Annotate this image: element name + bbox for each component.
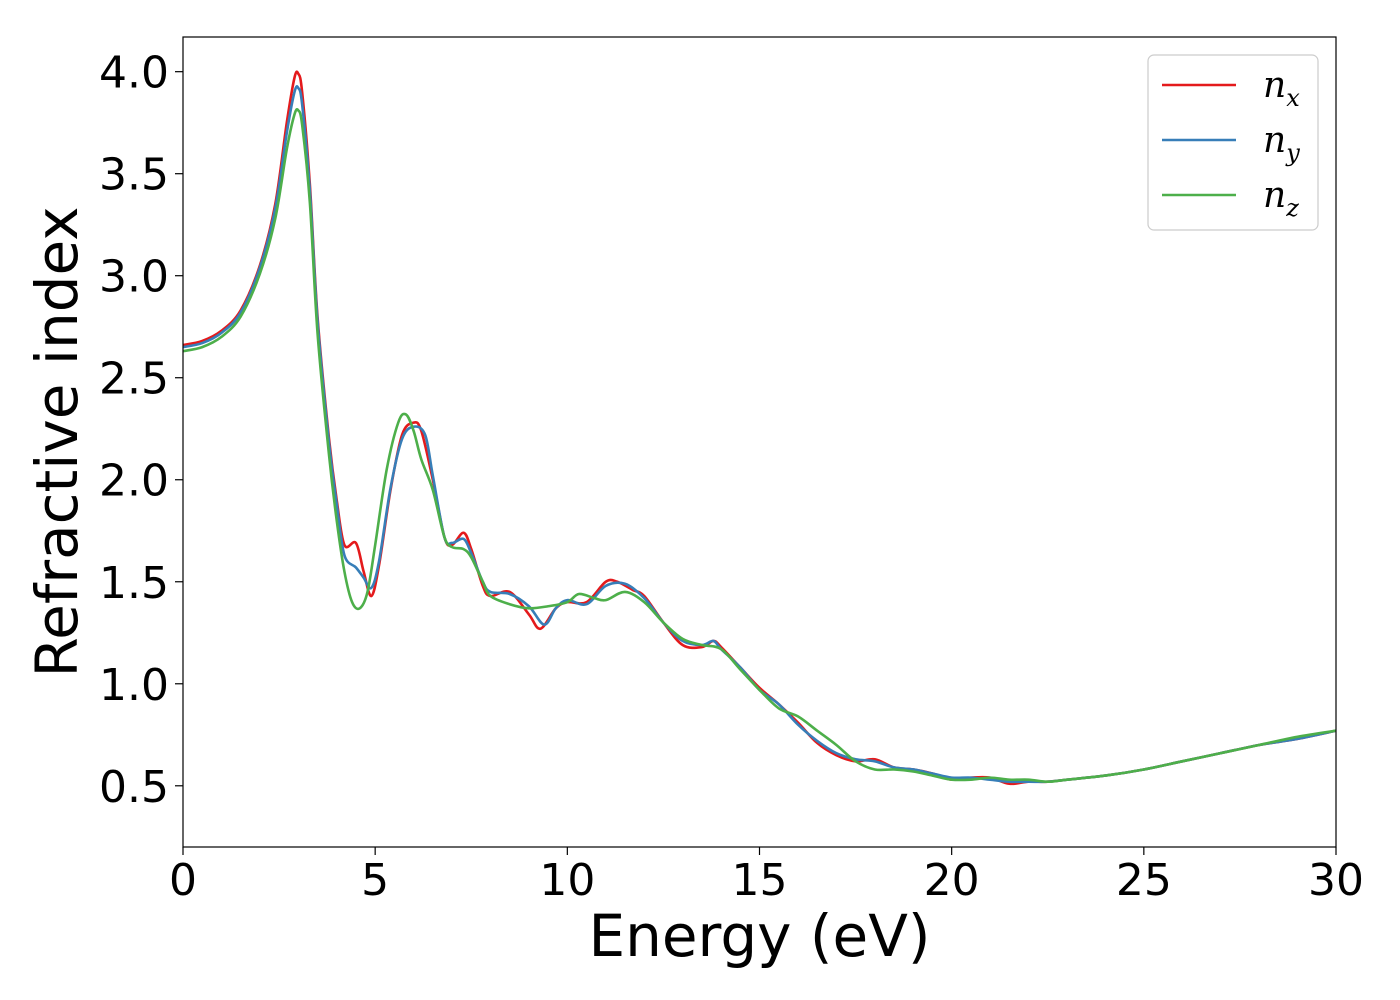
y-axis: 0.5 1.0 1.5 2.0 2.5 3.0 3.5 4.0 (99, 48, 183, 813)
legend-label-base: n (1263, 175, 1286, 216)
x-axis: 0 5 10 15 20 25 30 (169, 847, 1364, 906)
legend-label-nx: nx (1263, 65, 1300, 112)
y-tick-label: 2.5 (99, 354, 169, 405)
plot-area (182, 36, 1337, 848)
y-tick-label: 1.5 (99, 558, 169, 609)
y-tick-label: 3.5 (99, 150, 169, 201)
y-tick-label: 0.5 (99, 762, 169, 813)
x-tick-label: 25 (1116, 855, 1172, 906)
y-tick-label: 2.0 (99, 456, 169, 507)
legend-box (1147, 54, 1319, 231)
x-tick-label: 15 (732, 855, 788, 906)
legend-label-base: n (1263, 120, 1286, 161)
x-tick-label: 0 (169, 855, 197, 906)
legend-label-base: n (1263, 65, 1286, 106)
legend-label-subscript: y (1285, 139, 1300, 167)
y-tick-label: 1.0 (99, 660, 169, 711)
y-axis-label: Refractive index (23, 206, 91, 677)
x-tick-label: 5 (361, 855, 389, 906)
legend-label-ny: ny (1263, 120, 1300, 167)
legend-label-nz: nz (1263, 175, 1299, 222)
legend-label-subscript: z (1285, 194, 1299, 222)
x-tick-label: 10 (539, 855, 595, 906)
legend-label-subscript: x (1286, 84, 1300, 112)
x-axis-label: Energy (eV) (588, 902, 930, 970)
series-nz-line (183, 107, 1336, 784)
y-tick-label: 3.0 (99, 252, 169, 303)
y-tick-label: 4.0 (99, 48, 169, 99)
x-tick-label: 30 (1308, 855, 1364, 906)
x-tick-label: 20 (924, 855, 980, 906)
series-layer (183, 70, 1336, 786)
